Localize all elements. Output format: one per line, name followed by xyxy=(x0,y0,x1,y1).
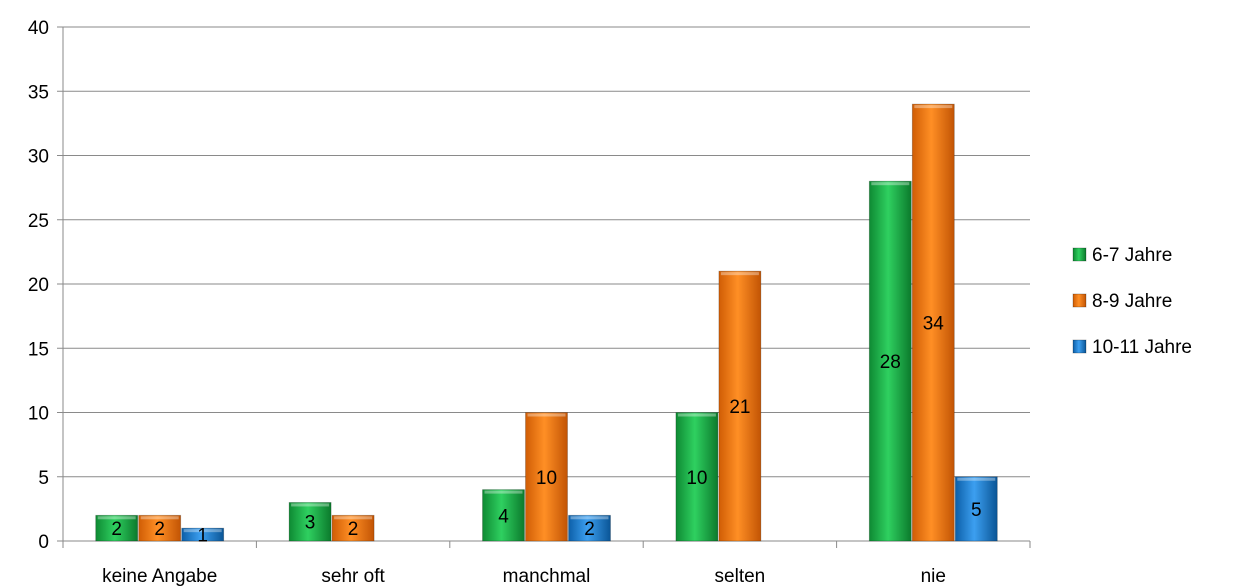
bar-6-7-jahre xyxy=(288,502,332,542)
data-label: 21 xyxy=(729,397,750,418)
bar-highlight xyxy=(97,516,136,520)
bar-highlight xyxy=(677,413,716,417)
bar-8-9-jahre xyxy=(138,514,182,542)
y-tick-label: 35 xyxy=(28,82,49,103)
bar-highlight xyxy=(871,182,910,186)
x-tick-label: keine Angabe xyxy=(102,566,217,587)
legend-swatch xyxy=(1072,339,1087,354)
y-tick-label: 40 xyxy=(28,18,49,39)
bar-10-11-jahre xyxy=(954,476,998,542)
bar-8-9-jahre xyxy=(331,514,375,542)
bar-highlight xyxy=(484,490,523,494)
data-label: 2 xyxy=(348,519,359,540)
x-tick-label: sehr oft xyxy=(321,566,385,587)
data-label: 10 xyxy=(536,468,557,489)
x-tick-label: nie xyxy=(921,566,946,587)
bar-highlight xyxy=(140,516,179,520)
bar-highlight xyxy=(957,477,996,481)
bar-10-11-jahre xyxy=(181,527,225,542)
legend-label: 6-7 Jahre xyxy=(1092,245,1172,266)
legend-label: 10-11 Jahre xyxy=(1092,337,1192,358)
legend-label: 8-9 Jahre xyxy=(1092,291,1172,312)
legend-swatch xyxy=(1072,293,1087,308)
bar-6-7-jahre xyxy=(675,412,719,542)
data-label: 2 xyxy=(154,519,165,540)
data-label: 1 xyxy=(197,526,208,547)
legend-swatch xyxy=(1072,247,1087,262)
bar-highlight xyxy=(183,529,222,533)
y-tick-label: 0 xyxy=(38,532,49,553)
y-tick-label: 25 xyxy=(28,211,49,232)
bar-highlight xyxy=(527,413,566,417)
data-label: 28 xyxy=(880,352,901,373)
bar-highlight xyxy=(570,516,609,520)
data-label: 2 xyxy=(584,519,595,540)
bar-highlight xyxy=(291,503,330,507)
data-label: 3 xyxy=(305,513,316,534)
x-tick-label: manchmal xyxy=(503,566,591,587)
y-tick-label: 5 xyxy=(38,468,49,489)
bar-8-9-jahre xyxy=(911,103,955,542)
bar-highlight xyxy=(914,105,953,109)
bars xyxy=(95,103,998,542)
y-tick-label: 10 xyxy=(28,404,49,425)
data-label: 10 xyxy=(686,468,707,489)
x-tick-label: selten xyxy=(715,566,766,587)
y-tick-label: 20 xyxy=(28,275,49,296)
gridlines xyxy=(63,26,1030,478)
bar-10-11-jahre xyxy=(568,514,611,542)
data-label: 2 xyxy=(111,519,122,540)
bar-8-9-jahre xyxy=(525,412,568,542)
bar-highlight xyxy=(720,272,759,276)
legend: 6-7 Jahre 8-9 Jahre 10-11 Jahre xyxy=(1072,245,1192,358)
bar-6-7-jahre xyxy=(95,514,139,542)
data-label: 34 xyxy=(923,314,945,335)
bar-6-7-jahre xyxy=(482,489,525,542)
bar-6-7-jahre xyxy=(868,180,912,542)
bar-8-9-jahre xyxy=(718,270,762,542)
data-label: 5 xyxy=(971,500,982,521)
data-label: 4 xyxy=(498,506,509,527)
y-tick-label: 30 xyxy=(28,147,49,168)
y-tick-label: 15 xyxy=(28,339,49,360)
bar-highlight xyxy=(334,516,373,520)
